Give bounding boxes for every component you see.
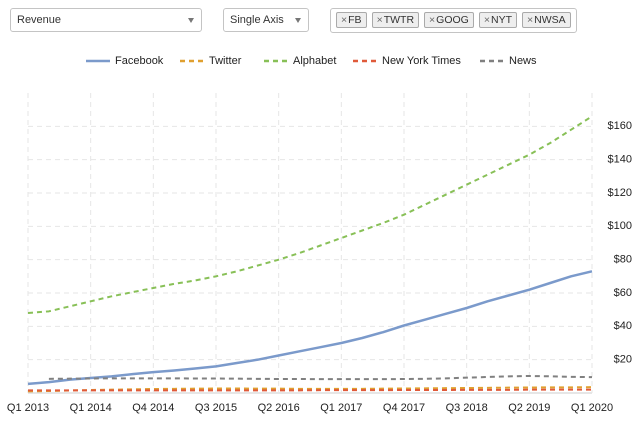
remove-icon[interactable]: × [483,14,490,26]
tag-label: NYT [490,14,512,26]
tag-label: GOOG [436,14,469,26]
tag-label: NWSA [534,14,566,26]
x-tick-label: Q3 2015 [195,402,237,414]
y-tick-label: $100 [608,220,632,232]
remove-icon[interactable]: × [376,14,383,26]
metric-select[interactable]: Revenue [10,8,202,32]
legend-label: Facebook [115,55,164,67]
ticker-tag[interactable]: ×TWTR [371,12,420,28]
remove-icon[interactable]: × [429,14,436,26]
x-tick-label: Q4 2014 [132,402,174,414]
y-tick-label: $60 [614,287,632,299]
y-tick-label: $20 [614,354,632,366]
y-tick-label: $120 [608,187,632,199]
x-tick-label: Q3 2018 [446,402,488,414]
tag-label: FB [348,14,362,26]
x-tick-label: Q4 2017 [383,402,425,414]
y-tick-label: $140 [608,154,632,166]
x-tick-label: Q2 2016 [258,402,300,414]
x-tick-label: Q2 2019 [508,402,550,414]
legend-label: New York Times [382,55,461,67]
ticker-tag[interactable]: ×NWSA [521,12,571,28]
series-line [28,388,592,392]
remove-icon[interactable]: × [526,14,534,26]
y-tick-label: $80 [614,254,632,266]
series-line [48,375,593,381]
ticker-tag[interactable]: ×FB [336,12,367,28]
x-tick-label: Q1 2020 [571,402,613,414]
metric-value: Revenue [17,14,62,26]
y-tick-label: $40 [614,320,632,332]
legend-label: Twitter [209,55,242,67]
axis-select[interactable]: Single Axis [223,8,309,32]
x-tick-label: Q1 2017 [320,402,362,414]
axis-value: Single Axis [230,14,284,26]
series-line [27,115,593,314]
legend-label: News [509,55,537,67]
x-tick-label: Q1 2014 [70,402,112,414]
y-tick-label: $160 [608,120,632,132]
ticker-tag[interactable]: ×NYT [478,12,517,28]
ticker-select[interactable]: ×FB ×TWTR ×GOOG ×NYT ×NWSA [330,8,577,33]
tag-label: TWTR [383,14,415,26]
remove-icon[interactable]: × [341,14,348,26]
legend-label: Alphabet [293,55,336,67]
x-tick-label: Q1 2013 [7,402,49,414]
series-line [27,270,593,386]
ticker-tag[interactable]: ×GOOG [424,12,474,28]
